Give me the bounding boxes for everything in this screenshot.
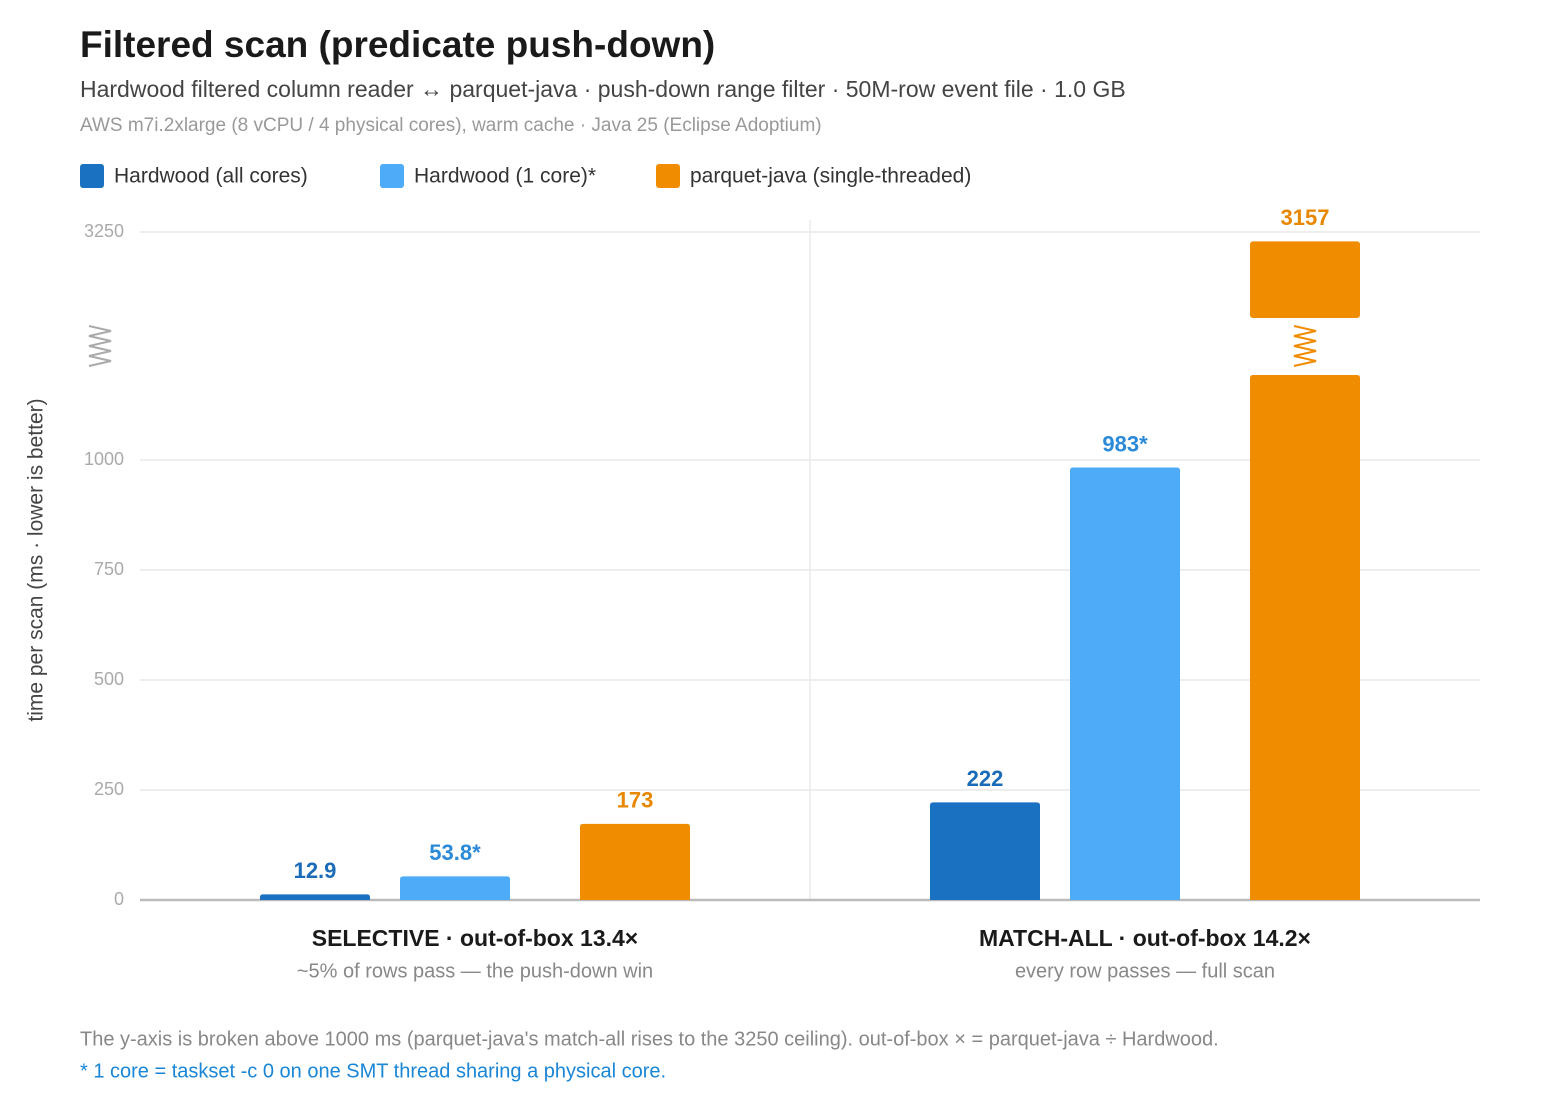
chart-subtitle: Hardwood filtered column reader ↔ parque… [80, 76, 1126, 102]
legend-swatch [80, 164, 104, 188]
legend-label: Hardwood (all cores) [114, 165, 308, 188]
value-label: 12.9 [294, 858, 337, 883]
category-label: SELECTIVE · out-of-box 13.4× [312, 925, 639, 951]
footnote: * 1 core = taskset -c 0 on one SMT threa… [80, 1060, 666, 1082]
bar-lower [1250, 375, 1360, 900]
footnote: The y-axis is broken above 1000 ms (parq… [80, 1028, 1219, 1050]
value-label: 983* [1102, 431, 1148, 456]
value-label: 222 [967, 766, 1004, 791]
y-tick-label: 750 [94, 559, 124, 579]
y-tick-label: 3250 [84, 221, 124, 241]
bar-break [1293, 325, 1317, 367]
y-tick-label: 250 [94, 779, 124, 799]
category-subtitle: every row passes — full scan [1015, 960, 1275, 982]
chart-title: Filtered scan (predicate push-down) [80, 24, 715, 65]
legend-swatch [656, 164, 680, 188]
axis-break [88, 325, 112, 367]
bar [1070, 467, 1180, 900]
legend-swatch [380, 164, 404, 188]
chart-caption: AWS m7i.2xlarge (8 vCPU / 4 physical cor… [80, 115, 822, 136]
y-tick-label: 0 [114, 889, 124, 909]
legend-label: parquet-java (single-threaded) [690, 165, 971, 188]
bar [260, 894, 370, 900]
legend-label: Hardwood (1 core)* [414, 165, 596, 188]
category-label: MATCH-ALL · out-of-box 14.2× [979, 925, 1311, 951]
bar [580, 823, 690, 900]
y-tick-label: 1000 [84, 449, 124, 469]
bar [930, 802, 1040, 900]
bar [400, 876, 510, 900]
y-tick-label: 500 [94, 669, 124, 689]
category-subtitle: ~5% of rows pass — the push-down win [297, 960, 653, 982]
value-label: 53.8* [429, 840, 481, 865]
bar-upper [1250, 241, 1360, 318]
value-label: 3157 [1281, 205, 1330, 230]
y-axis-label: time per scan (ms · lower is better) [25, 398, 48, 721]
bar [1250, 241, 1360, 900]
value-label: 173 [617, 788, 654, 813]
